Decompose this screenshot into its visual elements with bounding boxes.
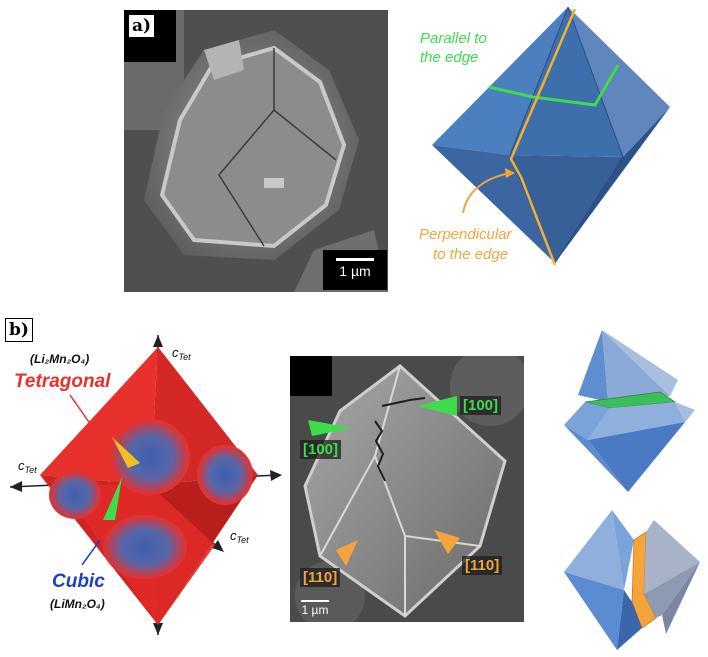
panel-a-label: a) xyxy=(128,14,156,38)
middle-left xyxy=(564,402,610,440)
scale-bar-a-line xyxy=(336,258,374,261)
tetragonal-label: Tetragonal xyxy=(14,371,111,392)
orange-perpendicular-line xyxy=(509,8,577,266)
axis-label-top: cTet xyxy=(172,345,191,362)
scale-bar-a: 1 µm xyxy=(323,250,387,290)
middle-right xyxy=(675,402,695,422)
tag-100-right: [100] xyxy=(460,396,502,415)
parallel-label-2: the edge xyxy=(420,49,478,66)
octahedron-a: Parallel to the edge Perpendicular to th… xyxy=(419,6,670,266)
bottom-left xyxy=(564,425,628,492)
orange-arrowhead xyxy=(505,168,515,178)
cubic-region-right xyxy=(197,445,253,505)
tetragonal-cubic-diagram: cTet cTet cTet (Li₂Mn₂O₄) Tetragonal Cub… xyxy=(9,335,282,635)
middle-front xyxy=(588,402,685,440)
top-cap-left xyxy=(578,330,608,402)
octa-a-face-upper-right xyxy=(568,7,670,157)
axis-left-arrow xyxy=(10,481,22,492)
scale-bar-a-text: 1 µm xyxy=(339,263,371,279)
axis-top-arrow xyxy=(153,335,163,347)
bottom-right xyxy=(628,410,695,492)
right-half-bottom xyxy=(662,562,700,634)
split-octahedron-vertical xyxy=(564,510,700,650)
green-arrow-right xyxy=(417,396,457,416)
split-octahedron-horizontal xyxy=(564,330,695,492)
top-cap-front xyxy=(602,330,670,402)
left-half-top-front xyxy=(612,510,634,590)
tag-100-left: [100] xyxy=(300,440,342,459)
perpendicular-label-1: Perpendicular xyxy=(419,226,513,243)
green-marker xyxy=(103,477,122,520)
cubic-region-left xyxy=(49,471,101,519)
tag-110-right: [110] xyxy=(462,556,503,575)
left-half-top-left xyxy=(564,510,624,590)
tag-110-left: [110] xyxy=(300,568,341,587)
orange-arrow-left xyxy=(336,540,358,566)
axis-right-arrow xyxy=(270,470,282,481)
cubic-region-center xyxy=(110,419,190,495)
octa-a-face-upper-left xyxy=(432,7,568,155)
scale-bar-b: 1 µm xyxy=(292,598,338,620)
panel-b-label: b) xyxy=(5,318,33,342)
octa-a-face-lower-left xyxy=(432,145,555,263)
orange-arrow xyxy=(462,172,512,214)
left-half-bottom-left xyxy=(564,572,624,650)
octa-a-face-upper-front xyxy=(510,7,623,157)
axis-label-left: cTet xyxy=(18,458,37,475)
green-parallel-line xyxy=(488,64,620,107)
right-half-top xyxy=(644,520,700,594)
axis-label-diagonal: cTet xyxy=(230,528,249,545)
scale-bar-b-text: 1 µm xyxy=(301,603,329,617)
perpendicular-label-2: to the edge xyxy=(433,246,508,263)
bottom-front xyxy=(588,422,685,492)
cubic-formula: (LiMn₂O₄) xyxy=(50,597,105,611)
parallel-label-1: Parallel to xyxy=(420,30,487,47)
axis-diagonal-arrow xyxy=(212,540,224,552)
cubic-region-bottom xyxy=(103,515,187,579)
cubic-pointer xyxy=(81,539,101,566)
cubic-label: Cubic xyxy=(52,571,105,592)
green-arrow-left xyxy=(308,420,352,436)
axis-bottom-arrow xyxy=(153,623,163,635)
sem-b-corner-mask xyxy=(290,356,332,396)
right-half-front xyxy=(644,562,700,618)
octa-a-face-lower-front xyxy=(510,155,623,263)
octa-a-face-lower-right xyxy=(555,107,670,263)
sem-image-a xyxy=(124,10,388,292)
tetragonal-formula: (Li₂Mn₂O₄) xyxy=(30,352,89,366)
orange-arrow-right xyxy=(434,530,460,554)
tetragonal-pointer xyxy=(69,394,106,446)
yellow-marker xyxy=(112,437,140,468)
scale-bar-b-line xyxy=(301,600,329,602)
top-cap-right xyxy=(602,330,678,396)
left-half-bottom-front xyxy=(617,590,642,650)
